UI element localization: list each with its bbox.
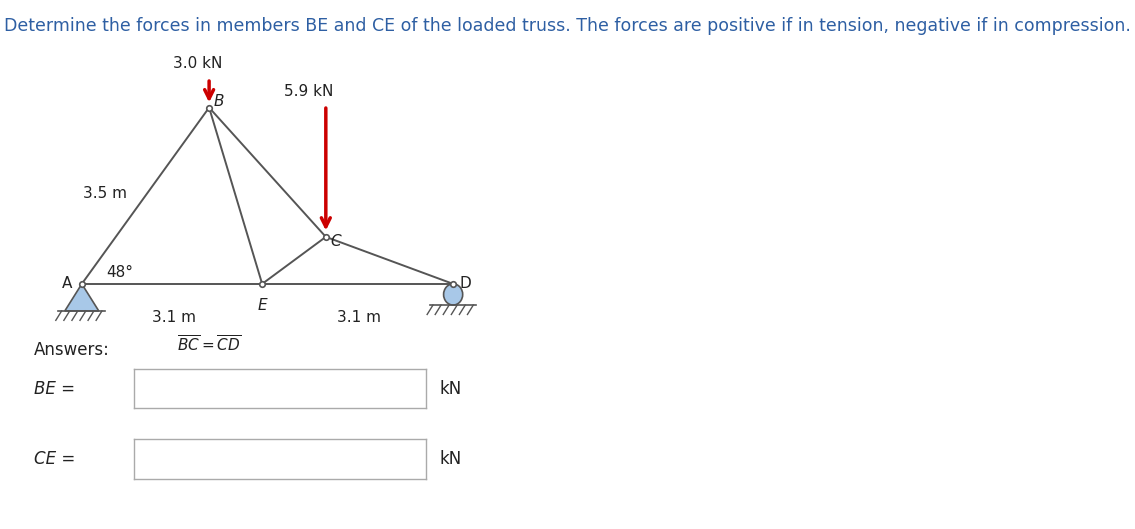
Polygon shape	[65, 284, 99, 311]
Text: 3.5 m: 3.5 m	[83, 186, 127, 201]
Text: E: E	[258, 297, 267, 313]
Text: C: C	[330, 234, 340, 249]
Text: $\overline{BC} = \overline{CD}$: $\overline{BC} = \overline{CD}$	[177, 334, 242, 354]
Text: BE =: BE =	[34, 379, 75, 398]
Text: kN: kN	[439, 450, 462, 468]
Text: CE =: CE =	[34, 450, 75, 468]
Text: Answers:: Answers:	[34, 341, 110, 359]
Text: Determine the forces in members BE and CE of the loaded truss. The forces are po: Determine the forces in members BE and C…	[5, 17, 1130, 35]
Text: i: i	[115, 379, 121, 398]
Text: kN: kN	[439, 379, 462, 398]
Text: 5.9 kN: 5.9 kN	[284, 84, 334, 99]
Text: B: B	[213, 94, 224, 109]
Text: i: i	[115, 450, 121, 468]
Text: 3.1 m: 3.1 m	[337, 310, 380, 325]
Text: 48°: 48°	[107, 264, 133, 280]
Text: A: A	[61, 276, 73, 291]
Text: D: D	[460, 276, 472, 291]
Text: 3.1 m: 3.1 m	[152, 310, 196, 325]
Text: 3.0 kN: 3.0 kN	[173, 56, 222, 71]
Circle shape	[444, 284, 463, 305]
